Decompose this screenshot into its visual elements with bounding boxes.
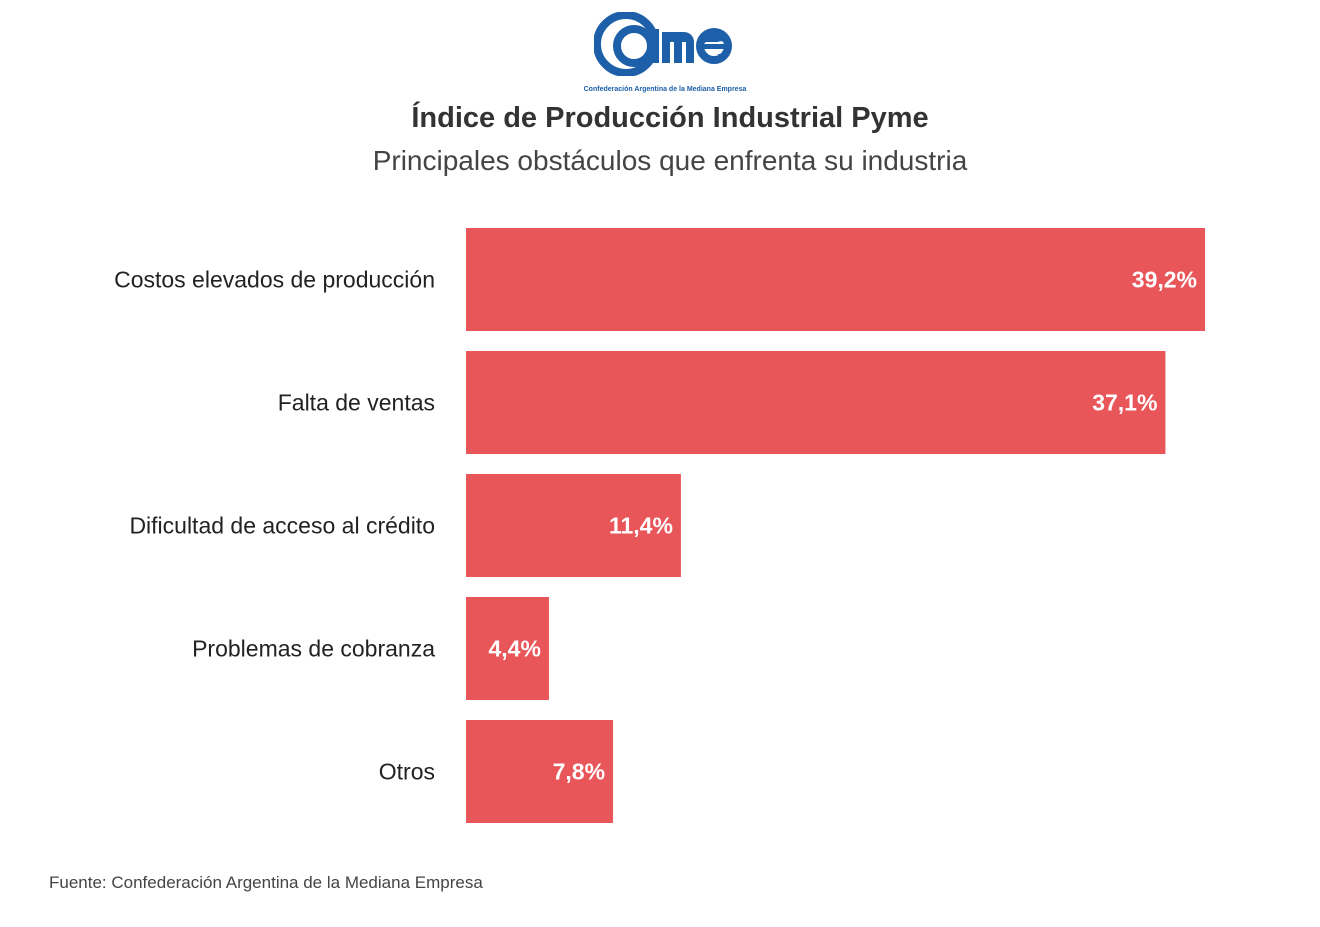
bar [466,351,1166,454]
came-logo-icon [594,12,732,76]
category-label: Problemas de cobranza [192,636,435,662]
bar-group: Problemas de cobranza 4,4% [192,597,549,700]
category-label: Costos elevados de producción [114,267,435,293]
bar [466,597,549,700]
category-label: Dificultad de acceso al crédito [129,513,435,539]
value-label: 4,4% [489,636,541,662]
value-label: 39,2% [1132,267,1197,293]
bar-group: Costos elevados de producción 39,2% [114,228,1205,331]
chart-title: Índice de Producción Industrial Pyme [411,102,929,134]
logo-tagline: Confederación Argentina de la Mediana Em… [583,86,747,93]
bar-group: Dificultad de acceso al crédito 11,4% [129,474,681,577]
category-label: Otros [379,759,435,785]
category-label: Falta de ventas [278,390,435,416]
bar [466,720,614,823]
chart-subtitle: Principales obstáculos que enfrenta su i… [372,145,968,176]
bar-group: Falta de ventas 37,1% [278,351,1166,454]
bar [466,228,1205,331]
value-label: 37,1% [1092,390,1157,416]
bar-group: Otros 7,8% [379,720,614,823]
value-label: 11,4% [609,513,673,539]
source-note: Fuente: Confederación Argentina de la Me… [49,873,483,892]
came-logo: Confederación Argentina de la Mediana Em… [560,8,780,98]
bar [466,474,681,577]
value-label: 7,8% [553,759,605,785]
